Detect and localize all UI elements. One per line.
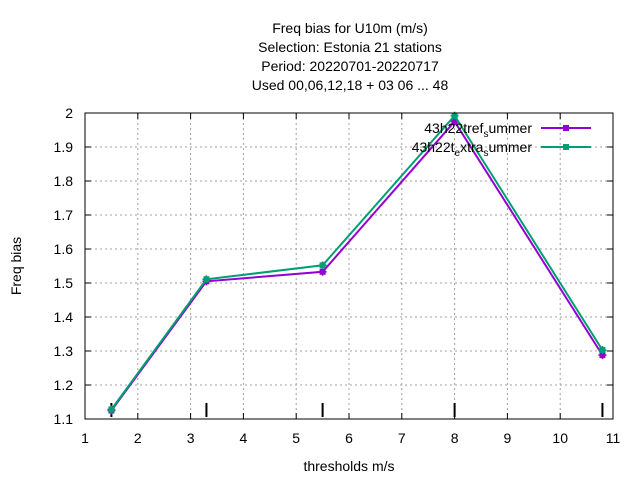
series-43h22t_ref_summer [107, 117, 607, 415]
x-tick-label: 2 [134, 430, 142, 446]
legend-extra-sub1: e [455, 148, 461, 159]
y-tick-label: 2 [65, 105, 73, 121]
series-line [110, 114, 604, 411]
legend-ref-tail: ummer [488, 120, 532, 136]
legend-label-ref-summer: 43h22trefsummer [424, 120, 532, 140]
x-tick-label: 6 [345, 430, 353, 446]
y-tick-label: 1.4 [54, 309, 74, 325]
y-tick-label: 1.7 [54, 207, 74, 223]
series-line [110, 119, 604, 412]
x-tick-label: 10 [552, 430, 568, 446]
x-tick-label: 3 [187, 430, 195, 446]
legend-extra-main: 43h22t [412, 139, 455, 155]
x-tick-label: 7 [398, 430, 406, 446]
y-tick-label: 1.5 [54, 275, 74, 291]
title-line-3: Period: 20220701-20220717 [261, 58, 439, 74]
title-line-1: Freq bias for U10m (m/s) [272, 20, 428, 36]
series-layer [107, 111, 607, 415]
x-tick-label: 1 [81, 430, 89, 446]
x-tick-label: 11 [606, 430, 621, 446]
x-axis-label: thresholds m/s [303, 458, 394, 474]
y-tick-label: 1.8 [54, 173, 74, 189]
legend-extra-sub2: s [483, 148, 488, 159]
y-tick-label: 1.1 [54, 411, 74, 427]
y-axis-label: Freq bias [8, 237, 24, 295]
y-tick-label: 1.6 [54, 241, 74, 257]
x-tick-label: 9 [504, 430, 512, 446]
y-tick-label: 1.2 [54, 377, 74, 393]
legend-marker-extra-summer [563, 144, 569, 150]
title-line-4: Used 00,06,12,18 + 03 06 ... 48 [252, 77, 449, 93]
series-43h22t_extra_summer [107, 111, 607, 414]
legend-marker-ref-summer [563, 125, 569, 131]
legend-extra-mid: xtra [460, 139, 484, 155]
y-tick-label: 1.9 [54, 139, 74, 155]
legend-ref-main: 43h22tref [424, 120, 483, 136]
x-tick-label: 5 [292, 430, 300, 446]
legend-extra-tail: ummer [488, 139, 532, 155]
threshold-markers [110, 403, 604, 417]
grid [85, 113, 613, 419]
legend: 43h22trefsummer 43h22textrasummer [412, 120, 591, 159]
x-tick-label: 4 [240, 430, 248, 446]
chart-title: Freq bias for U10m (m/s) Selection: Esto… [252, 20, 449, 93]
tick-labels: 1 2 3 4 5 6 7 8 9 10 11 1.1 1.2 1.3 1.4 1.5 1.6 1.7 1.8 1.9… [54, 105, 621, 446]
title-line-2: Selection: Estonia 21 stations [258, 39, 442, 55]
legend-ref-sub: s [483, 129, 488, 140]
x-tick-label: 8 [451, 430, 459, 446]
plot-border [84, 112, 614, 420]
legend-label-extra-summer: 43h22textrasummer [412, 139, 533, 159]
y-tick-label: 1.3 [54, 343, 74, 359]
